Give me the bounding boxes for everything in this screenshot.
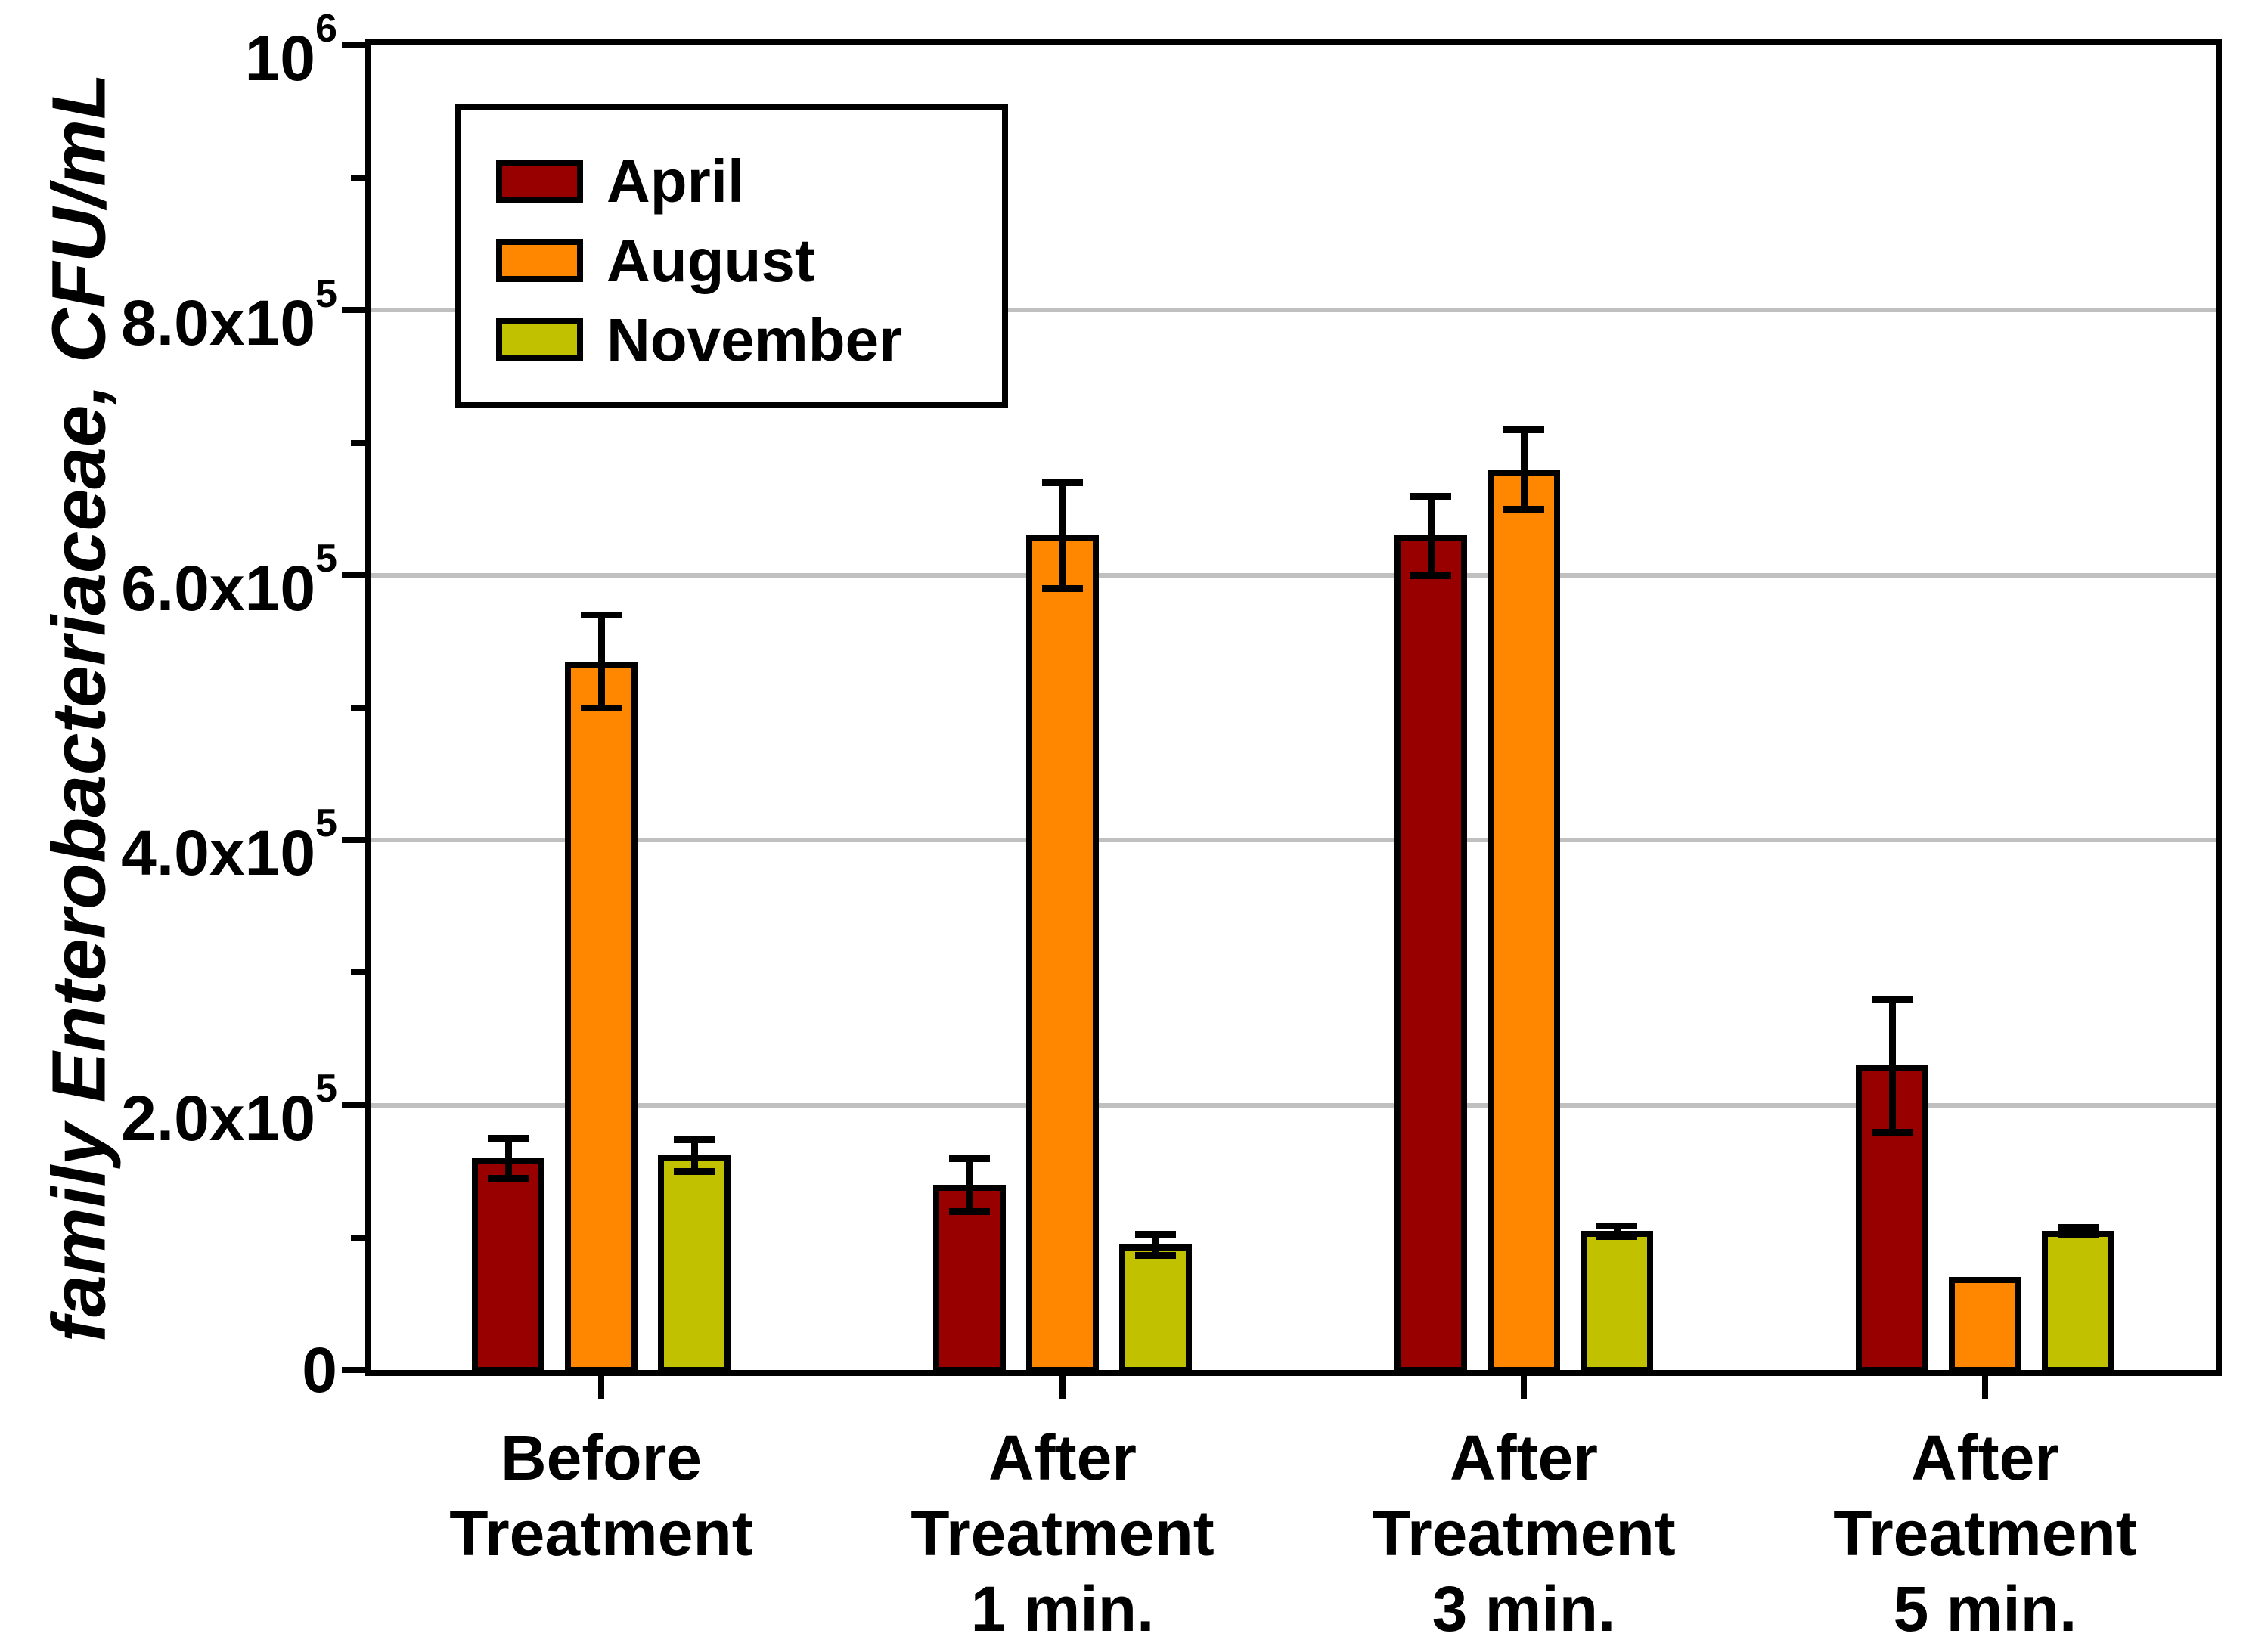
error-bar-cap-bottom [1042, 585, 1083, 593]
x-tick [598, 1376, 604, 1399]
error-bar-cap-bottom [1596, 1233, 1637, 1241]
x-group-label: After Treatment 3 min. [1372, 1422, 1676, 1644]
bar-november-group3 [1581, 1231, 1653, 1373]
error-bar-cap-bottom [1872, 1128, 1913, 1136]
error-bar-cap-bottom [1410, 572, 1451, 579]
error-bar-line [691, 1139, 698, 1172]
error-bar-cap-bottom [1503, 506, 1544, 513]
error-bar-cap-bottom [581, 705, 622, 711]
error-bar-cap-bottom [488, 1174, 529, 1182]
error-bar-cap-top [1596, 1223, 1637, 1230]
error-bar-cap-bottom [1135, 1251, 1176, 1259]
bar-november-group2 [1119, 1244, 1192, 1373]
bar-april-group1 [472, 1158, 544, 1373]
x-tick [1059, 1376, 1066, 1399]
legend-label-april: April [606, 147, 745, 215]
bar-april-group2 [933, 1184, 1006, 1373]
error-bar-cap-top [1872, 996, 1913, 1003]
y-tick-label: 106 [244, 7, 337, 94]
error-bar-cap-top [674, 1136, 715, 1144]
legend-label-november: November [606, 306, 903, 373]
bar-november-group4 [2042, 1231, 2114, 1373]
error-bar-line [1889, 999, 1896, 1132]
error-bar-cap-top [949, 1155, 990, 1162]
y-minor-tick [351, 705, 365, 711]
y-minor-tick [351, 1234, 365, 1241]
y-minor-tick [351, 439, 365, 446]
legend-swatch-november [496, 318, 583, 361]
error-bar-line [966, 1158, 973, 1211]
error-bar-cap-bottom [949, 1207, 990, 1215]
y-major-tick [342, 1102, 365, 1108]
y-axis-title: family Enterobacteriaceae, CFU/mL [36, 73, 122, 1343]
bar-april-group3 [1394, 535, 1467, 1373]
gridline [371, 308, 2216, 313]
error-bar-line [1059, 482, 1066, 589]
y-minor-tick [351, 969, 365, 976]
legend-label-august: August [606, 227, 815, 294]
error-bar-line [1152, 1233, 1159, 1255]
error-bar-cap-top [581, 612, 622, 619]
y-tick-label: 2.0x105 [121, 1066, 337, 1154]
error-bar-line [1428, 495, 1435, 575]
gridline [371, 838, 2216, 843]
x-tick [1521, 1376, 1527, 1399]
y-major-tick [342, 837, 365, 844]
bar-april-group4 [1856, 1065, 1928, 1373]
error-bar-line [2075, 1226, 2082, 1235]
x-group-label: After Treatment 5 min. [1833, 1422, 2137, 1644]
x-group-label: Before Treatment [449, 1422, 753, 1569]
error-bar-cap-bottom [674, 1168, 715, 1176]
y-tick-label: 6.0x105 [121, 536, 337, 624]
gridline [371, 1102, 2216, 1108]
y-minor-tick [351, 175, 365, 181]
error-bar-cap-bottom [2058, 1232, 2099, 1239]
bar-november-group1 [658, 1155, 731, 1373]
y-major-tick [342, 1367, 365, 1373]
bar-august-group1 [565, 661, 638, 1373]
y-major-tick [342, 42, 365, 48]
error-bar-line [505, 1138, 512, 1178]
error-bar-line [1521, 429, 1528, 510]
legend-swatch-august [496, 239, 583, 282]
error-bar-cap-top [1410, 492, 1451, 500]
error-bar-cap-top [488, 1135, 529, 1142]
bar-august-group4 [1949, 1277, 2021, 1373]
legend-swatch-april [496, 160, 583, 203]
error-bar-cap-top [1135, 1230, 1176, 1238]
y-major-tick [342, 572, 365, 578]
y-tick-label: 0 [302, 1334, 337, 1406]
y-major-tick [342, 307, 365, 314]
bar-august-group3 [1488, 469, 1560, 1373]
error-bar-cap-top [1503, 426, 1544, 434]
gridline [371, 572, 2216, 578]
bar-august-group2 [1026, 535, 1099, 1373]
x-tick [1982, 1376, 1988, 1399]
y-tick-label: 8.0x105 [121, 271, 337, 359]
error-bar-line [598, 615, 605, 708]
x-group-label: After Treatment 1 min. [910, 1422, 1215, 1644]
error-bar-line [1614, 1226, 1621, 1237]
error-bar-cap-top [1042, 479, 1083, 487]
error-bar-cap-top [2058, 1223, 2099, 1231]
legend-box: April August November [455, 104, 1008, 408]
y-tick-label: 4.0x105 [121, 801, 337, 889]
